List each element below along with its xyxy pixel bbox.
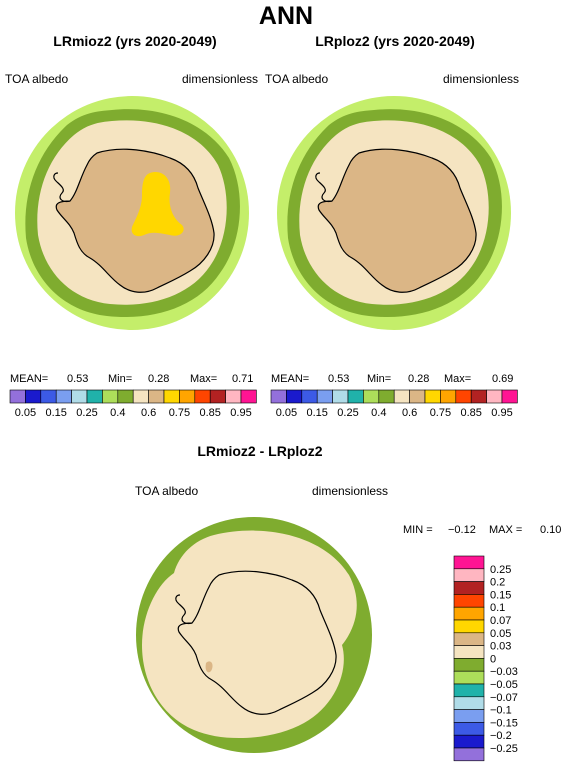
diff-min-label: MIN = [403, 524, 433, 536]
right-colorbar-tick-label: 0.15 [306, 407, 327, 419]
right-colorbar-tick-label: 0.6 [402, 407, 417, 419]
antarctic-peninsula [53, 172, 71, 203]
right-mean-value: 0.53 [328, 373, 350, 385]
diff-colorbar-swatch-13 [453, 722, 485, 736]
diff-colorbar-tick-label: −0.1 [490, 705, 512, 717]
diff-colorbar-swatch-1 [453, 568, 485, 582]
left-colorbar: 0.05 0.15 0.25 0.4 0.6 0.75 0.85 0.95 [9, 389, 257, 419]
right-variable-label: TOA albedo [265, 72, 329, 86]
right-max-label: Max= [444, 373, 472, 385]
diff-colorbar-swatch-8 [453, 658, 485, 672]
diff-colorbar-tick-label: 0.1 [490, 602, 505, 614]
left-mean-label: MEAN= [10, 373, 49, 385]
left-min-label: Min= [108, 373, 133, 385]
right-panel-title: LRploz2 (yrs 2020-2049) [315, 33, 475, 49]
diff-colorbar-swatch-0 [453, 555, 485, 570]
diff-colorbar-swatch-11 [453, 696, 485, 710]
diff-colorbar-tick-label: −0.2 [490, 730, 512, 742]
diff-colorbar-swatch-15 [453, 747, 485, 762]
diff-panel-title: LRmioz2 - LRploz2 [197, 443, 323, 459]
left-units-label: dimensionless [182, 72, 259, 86]
right-map-content [277, 96, 511, 330]
right-colorbar-swatch-15 [501, 389, 518, 404]
diff-colorbar-tick-label: 0.05 [490, 628, 511, 640]
diff-colorbar-tick-label: −0.03 [490, 666, 518, 678]
left-map-content [15, 96, 249, 330]
left-colorbar-tick-label: 0.15 [45, 407, 66, 419]
diff-colorbar-tick-label: 0.2 [490, 577, 505, 589]
antarctic-peninsula [315, 172, 333, 203]
diff-colorbar-swatch-12 [453, 709, 485, 723]
diff-colorbar-swatch-9 [453, 670, 485, 685]
diff-colorbar-swatch-5 [453, 619, 485, 634]
diff-max-value: 0.10 [540, 524, 562, 536]
diff-colorbar-tick-label: −0.25 [490, 743, 518, 755]
right-colorbar-tick-label: 0.95 [491, 407, 512, 419]
page-title: ANN [258, 2, 314, 30]
diff-variable-label: TOA albedo [135, 484, 199, 498]
left-panel-title: LRmioz2 (yrs 2020-2049) [53, 33, 217, 49]
right-colorbar-tick-label: 0.4 [371, 407, 386, 419]
right-mean-label: MEAN= [271, 373, 310, 385]
diff-colorbar-swatch-6 [453, 632, 485, 646]
left-colorbar-tick-label: 0.75 [169, 407, 190, 419]
right-max-value: 0.69 [492, 373, 514, 385]
diff-colorbar-tick-label: 0.07 [490, 615, 511, 627]
left-colorbar-tick-label: 0.05 [15, 407, 36, 419]
right-min-value: 0.28 [408, 373, 430, 385]
diff-units-label: dimensionless [312, 484, 389, 498]
diff-min-value: −0.12 [448, 524, 476, 536]
left-colorbar-swatch-15 [240, 389, 257, 404]
diff-colorbar: 0.250.20.150.10.070.050.030−0.03−0.05−0.… [453, 555, 518, 762]
left-max-value: 0.71 [232, 373, 254, 385]
diff-colorbar-tick-label: 0.25 [490, 564, 511, 576]
diff-colorbar-swatch-4 [453, 606, 485, 621]
right-colorbar-tick-label: 0.75 [430, 407, 451, 419]
positive-diff-patch [205, 661, 213, 673]
diff-colorbar-swatch-14 [453, 734, 485, 749]
diff-colorbar-tick-label: −0.15 [490, 717, 518, 729]
diff-max-label: MAX = [489, 524, 523, 536]
right-colorbar-tick-label: 0.85 [460, 407, 481, 419]
diff-colorbar-tick-label: −0.07 [490, 692, 518, 704]
left-colorbar-tick-label: 0.6 [141, 407, 156, 419]
left-variable-label: TOA albedo [5, 72, 69, 86]
right-colorbar-tick-label: 0.25 [337, 407, 358, 419]
diff-colorbar-swatch-7 [453, 645, 485, 659]
right-units-label: dimensionless [443, 72, 520, 86]
diff-colorbar-tick-label: −0.05 [490, 679, 518, 691]
diff-map-content [136, 517, 372, 753]
diff-colorbar-swatch-3 [453, 594, 485, 608]
left-colorbar-tick-label: 0.85 [199, 407, 220, 419]
diff-colorbar-tick-label: 0.15 [490, 589, 511, 601]
left-mean-value: 0.53 [67, 373, 89, 385]
right-colorbar: 0.05 0.15 0.25 0.4 0.6 0.75 0.85 0.95 [270, 389, 518, 419]
left-colorbar-tick-label: 0.95 [230, 407, 251, 419]
diff-colorbar-tick-label: 0.03 [490, 641, 511, 653]
antarctic-peninsula [175, 594, 193, 625]
right-colorbar-tick-label: 0.05 [276, 407, 297, 419]
right-min-label: Min= [367, 373, 392, 385]
left-colorbar-tick-label: 0.25 [76, 407, 97, 419]
left-colorbar-tick-label: 0.4 [110, 407, 125, 419]
left-max-label: Max= [190, 373, 218, 385]
diff-colorbar-swatch-10 [453, 683, 485, 698]
high-plateau-region [131, 172, 184, 237]
diff-colorbar-swatch-2 [453, 581, 485, 595]
diff-colorbar-tick-label: 0 [490, 653, 496, 665]
left-min-value: 0.28 [148, 373, 170, 385]
